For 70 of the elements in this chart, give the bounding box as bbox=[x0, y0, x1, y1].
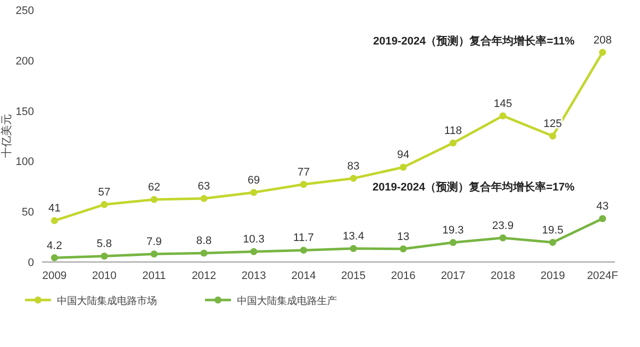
point bbox=[250, 188, 258, 196]
point bbox=[300, 180, 308, 188]
data-label: 43 bbox=[596, 200, 609, 213]
data-label: 83 bbox=[347, 160, 360, 172]
point bbox=[599, 48, 606, 56]
x-tick-label: 2015 bbox=[341, 270, 366, 282]
x-tick-label: 2018 bbox=[490, 270, 516, 282]
point bbox=[400, 164, 407, 171]
data-label: 10.3 bbox=[243, 234, 264, 246]
annotation: 2019-2024（预测）复合年均增长率=17% bbox=[372, 180, 575, 194]
y-tick-label: 250 bbox=[16, 5, 34, 17]
y-tick-label: 0 bbox=[28, 257, 34, 269]
data-label: 77 bbox=[297, 166, 310, 178]
data-label: 63 bbox=[198, 180, 210, 192]
y-tick-label: 50 bbox=[22, 206, 34, 219]
y-tick-label: 100 bbox=[16, 156, 34, 168]
x-tick-label: 2016 bbox=[390, 270, 416, 282]
y-tick-label: 200 bbox=[16, 55, 34, 68]
data-label: 4.2 bbox=[46, 240, 62, 252]
point bbox=[450, 140, 457, 147]
point bbox=[150, 196, 158, 204]
point bbox=[400, 245, 407, 252]
point bbox=[350, 244, 357, 252]
y-tick-label: 150 bbox=[16, 106, 34, 118]
x-tick-label: 2012 bbox=[192, 270, 216, 282]
point bbox=[50, 217, 58, 224]
data-label: 19.3 bbox=[442, 224, 464, 237]
point bbox=[450, 239, 457, 246]
x-tick-label: 2017 bbox=[440, 270, 466, 282]
point bbox=[200, 194, 208, 202]
point bbox=[549, 132, 556, 140]
point bbox=[100, 252, 108, 260]
data-label: 118 bbox=[444, 125, 462, 138]
data-label: 13 bbox=[397, 230, 410, 243]
point bbox=[250, 248, 258, 256]
point bbox=[499, 234, 506, 242]
annotation: 2019-2024（预测）复合年均增长率=11% bbox=[373, 34, 575, 48]
point bbox=[300, 246, 308, 254]
point bbox=[50, 254, 58, 262]
data-label: 62 bbox=[148, 182, 160, 194]
data-label: 11.7 bbox=[293, 232, 314, 244]
point bbox=[549, 238, 556, 246]
point bbox=[499, 112, 506, 120]
data-label: 7.9 bbox=[146, 236, 162, 248]
x-tick-label: 2011 bbox=[142, 270, 166, 282]
x-tick-label: 2013 bbox=[242, 270, 266, 282]
y-axis-title: 十亿美元 bbox=[0, 114, 13, 158]
legend-label: 中国大陆集成电路生产 bbox=[237, 295, 337, 307]
data-label: 145 bbox=[494, 98, 512, 110]
data-label: 41 bbox=[48, 202, 61, 215]
point bbox=[150, 250, 158, 258]
data-label: 69 bbox=[248, 174, 260, 186]
data-label: 13.4 bbox=[342, 230, 364, 242]
data-label: 23.9 bbox=[492, 220, 514, 232]
x-tick-label: 2019 bbox=[540, 270, 565, 282]
data-label: 5.8 bbox=[96, 238, 112, 250]
data-label: 208 bbox=[593, 34, 612, 46]
data-label: 57 bbox=[98, 186, 110, 199]
point bbox=[200, 250, 208, 257]
data-label: 8.8 bbox=[196, 235, 212, 248]
x-tick-label: 2024F bbox=[586, 270, 618, 282]
data-label: 19.5 bbox=[542, 224, 564, 236]
point bbox=[599, 215, 606, 222]
point bbox=[100, 201, 108, 208]
x-tick-label: 2014 bbox=[291, 270, 316, 282]
point bbox=[350, 174, 357, 182]
legend-label: 中国大陆集成电路市场 bbox=[57, 295, 157, 307]
x-tick-label: 2010 bbox=[92, 270, 117, 282]
x-tick-label: 2009 bbox=[42, 270, 67, 282]
data-label: 94 bbox=[397, 149, 410, 162]
